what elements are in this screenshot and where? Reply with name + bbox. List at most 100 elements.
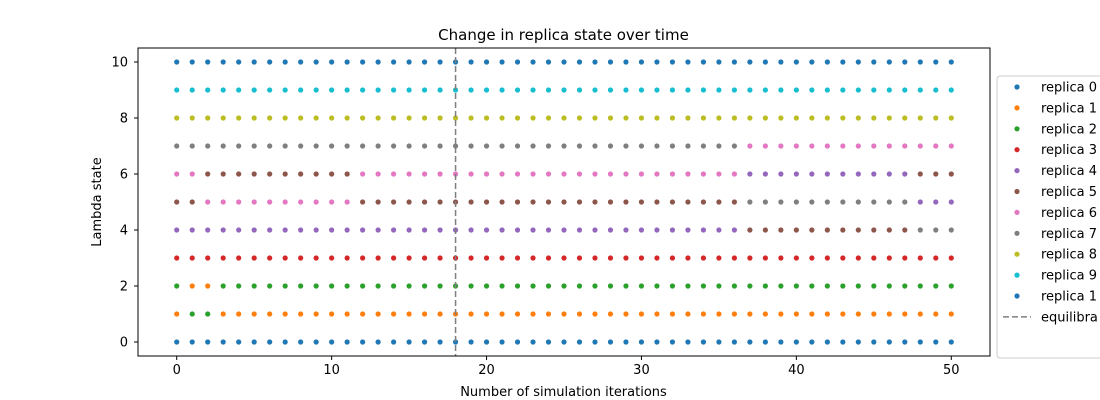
data-point [623, 199, 629, 205]
data-point [313, 87, 319, 93]
data-point [514, 171, 521, 177]
data-point [607, 87, 614, 93]
data-point [840, 283, 846, 289]
y-axis-label: Lambda state [90, 157, 105, 246]
legend-entry: replica 9 [1014, 269, 1097, 284]
data-point [468, 115, 474, 121]
data-point [809, 311, 815, 317]
data-point [220, 227, 226, 233]
data-point [917, 283, 923, 289]
data-point [669, 199, 676, 205]
data-point [933, 283, 939, 289]
data-point [499, 283, 505, 289]
data-point [375, 115, 381, 121]
series-replica-1-10 [174, 59, 954, 65]
data-point [282, 199, 288, 205]
data-point [313, 171, 319, 177]
data-point [886, 143, 892, 149]
data-point [700, 87, 707, 93]
data-point [700, 143, 707, 149]
data-point [669, 171, 676, 177]
data-point [638, 171, 645, 177]
data-point [685, 171, 691, 177]
data-point [886, 227, 892, 233]
data-point [499, 311, 505, 317]
data-point [360, 339, 366, 345]
data-point [948, 115, 954, 121]
data-point [561, 87, 567, 93]
data-point [421, 255, 428, 261]
data-point [545, 283, 552, 289]
data-point [778, 143, 784, 149]
data-point [437, 59, 443, 65]
data-point [344, 227, 350, 233]
data-point [871, 283, 877, 289]
data-point [530, 283, 536, 289]
legend-entry: replica 4 [1014, 164, 1097, 179]
data-point [886, 255, 892, 261]
data-point [654, 59, 660, 65]
data-point [669, 283, 676, 289]
data-point [236, 143, 242, 149]
data-point [592, 227, 598, 233]
data-point [576, 199, 583, 205]
data-point [669, 311, 676, 317]
data-point [514, 87, 521, 93]
data-point [561, 199, 567, 205]
data-point [189, 227, 195, 233]
data-point [840, 171, 846, 177]
data-point [344, 283, 350, 289]
data-point [313, 227, 319, 233]
data-point [917, 311, 923, 317]
data-point [855, 143, 861, 149]
data-point [360, 115, 366, 121]
data-point [576, 227, 583, 233]
data-point [282, 311, 288, 317]
x-axis-label: Number of simulation iterations [460, 385, 667, 400]
data-point [871, 227, 877, 233]
data-point [902, 255, 908, 261]
data-point [778, 283, 784, 289]
data-point [189, 255, 195, 261]
y-tick-label: 10 [111, 56, 128, 71]
data-point [871, 59, 877, 65]
data-point [886, 283, 892, 289]
data-point [344, 143, 350, 149]
legend-marker [1014, 251, 1020, 257]
data-point [236, 115, 242, 121]
data-point [685, 199, 691, 205]
data-point [685, 143, 691, 149]
data-point [917, 255, 923, 261]
series-replica-3-3 [174, 255, 954, 261]
data-point [421, 311, 428, 317]
data-point [809, 87, 815, 93]
data-point [654, 171, 660, 177]
legend-entry-equilibration: equilibra [1003, 310, 1098, 325]
data-point [391, 311, 397, 317]
data-point [669, 255, 676, 261]
data-point [592, 199, 598, 205]
legend-marker [1014, 84, 1020, 90]
data-point [778, 227, 784, 233]
series-replica-4-4 [174, 171, 954, 233]
data-point [468, 255, 474, 261]
data-point [236, 87, 242, 93]
data-point [375, 339, 381, 345]
data-point [731, 59, 738, 65]
data-point [360, 59, 366, 65]
data-point [514, 283, 521, 289]
data-point [638, 143, 645, 149]
data-point [638, 227, 645, 233]
legend-label: replica 5 [1041, 185, 1097, 200]
data-point [716, 143, 722, 149]
data-point [220, 339, 226, 345]
data-point [654, 143, 660, 149]
data-point [855, 227, 861, 233]
data-point [251, 87, 257, 93]
data-point [282, 171, 288, 177]
data-point [220, 115, 226, 121]
data-point [514, 255, 521, 261]
data-point [685, 59, 691, 65]
data-point [251, 115, 257, 121]
